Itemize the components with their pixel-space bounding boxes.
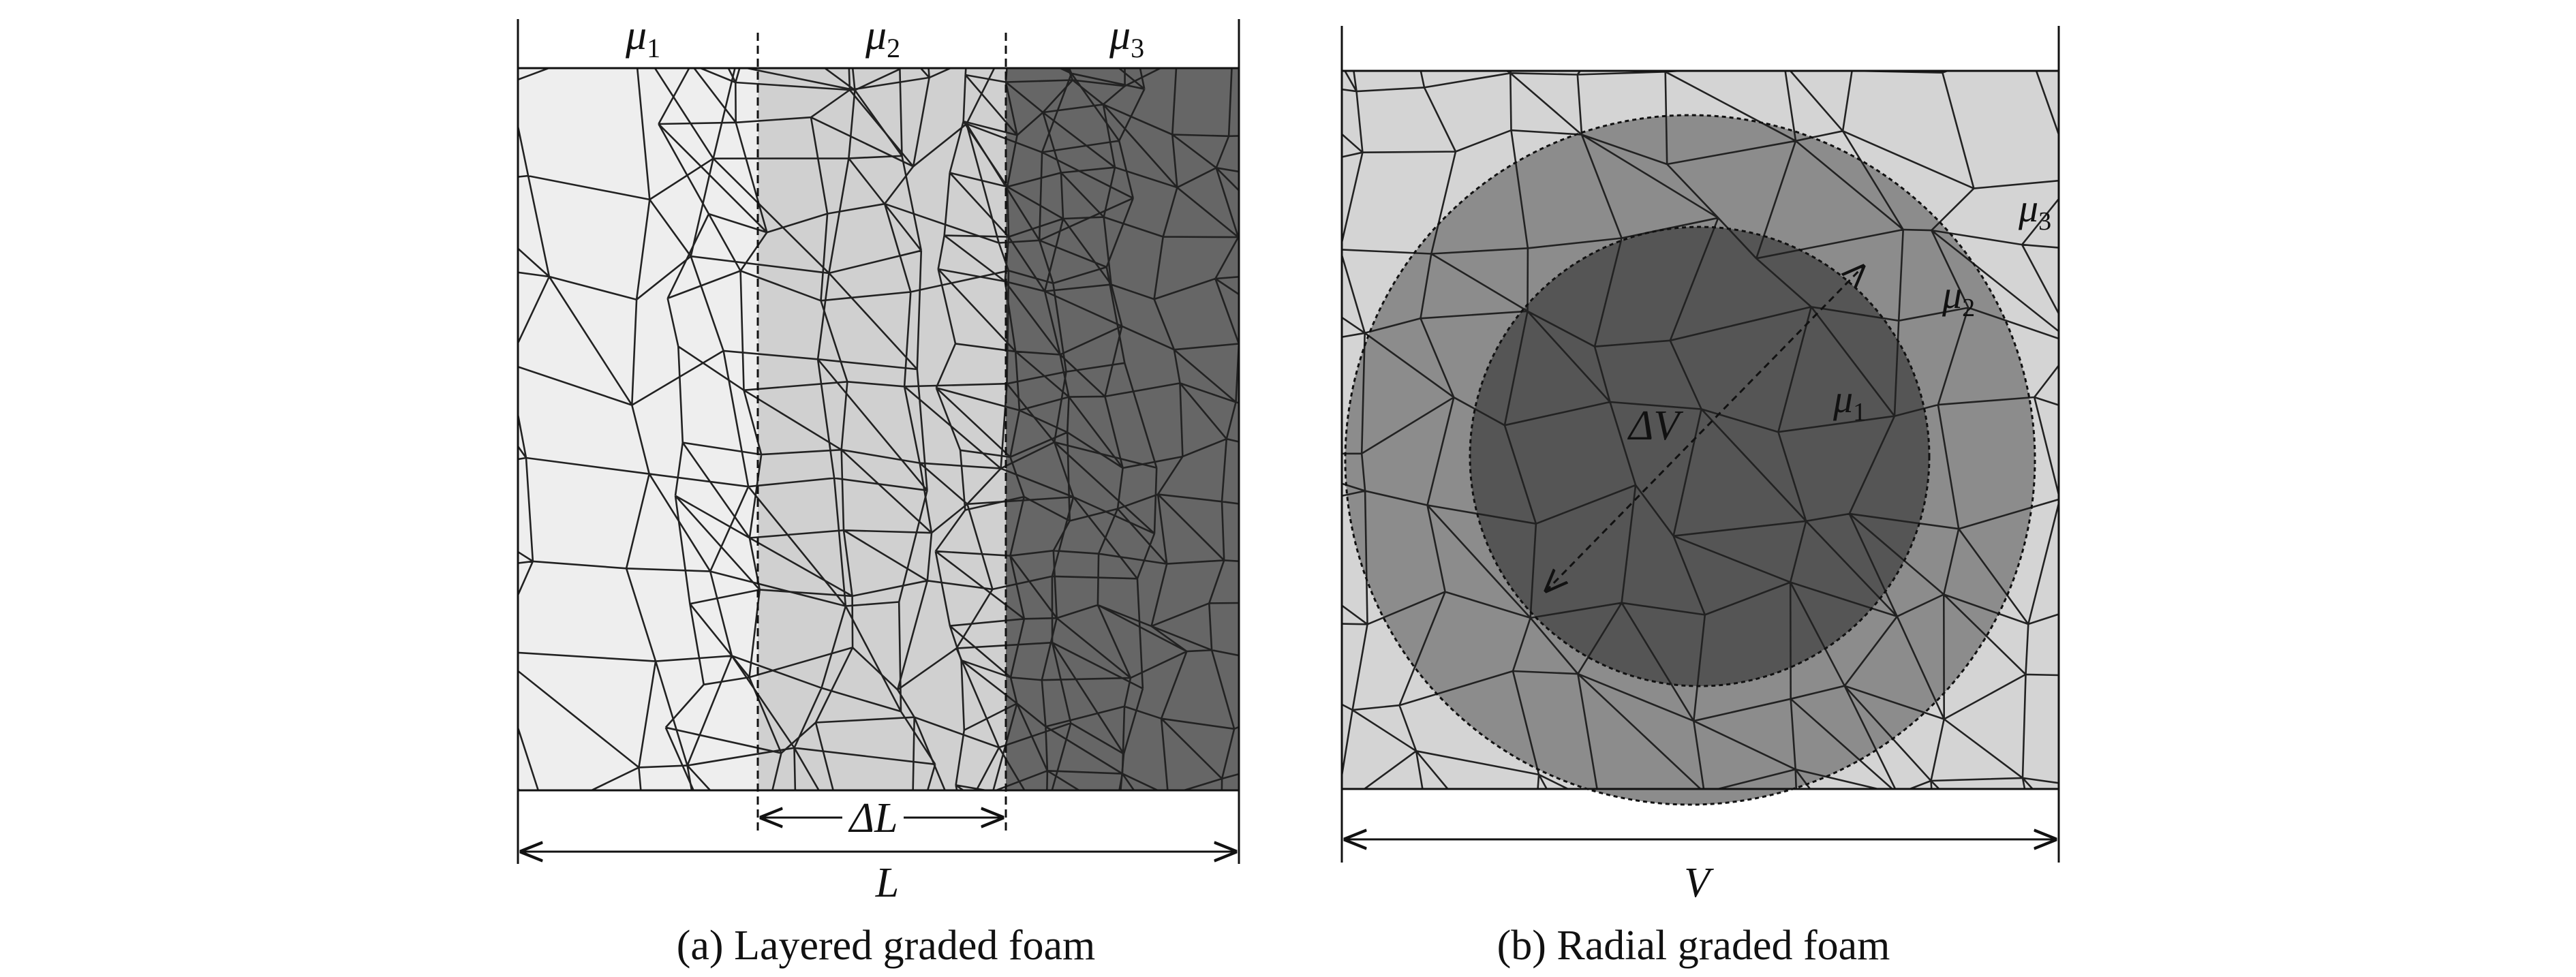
region-label-3: μ3 [2018,186,2051,236]
region-label-1: μ1 [1833,377,1866,427]
foam-cells-layered [518,68,1239,790]
caption-a: (a) Layered graded foam [677,922,1095,969]
outer-ring-boundary [1344,114,2036,806]
region-label-2: μ2 [1942,273,1975,322]
layer-label-1: μ1 [625,12,660,63]
foam-cell-edges [934,68,1239,790]
panel-radial-foam: ΔV μ1 μ2 μ3 V (b) Radial graded foam [1340,26,2060,969]
layer-label-2: μ2 [865,12,900,63]
delta-v-label: ΔV [1627,403,1683,449]
delta-l-label-bg [842,796,904,839]
foam-cell-edges [658,68,1158,790]
l-label: L [875,860,899,906]
delta-l-label: ΔL [848,795,898,841]
caption-b: (b) Radial graded foam [1497,922,1890,969]
panel-layered-foam: μ1 μ2 μ3 ΔL L (a) Layered graded foam [517,12,1240,969]
layer-label-3: μ3 [1109,12,1144,63]
core-boundary [1469,226,1931,687]
delta-v-arrow [1546,266,1864,591]
v-label: V [1684,860,1714,906]
foam-cell-edges [518,68,936,790]
